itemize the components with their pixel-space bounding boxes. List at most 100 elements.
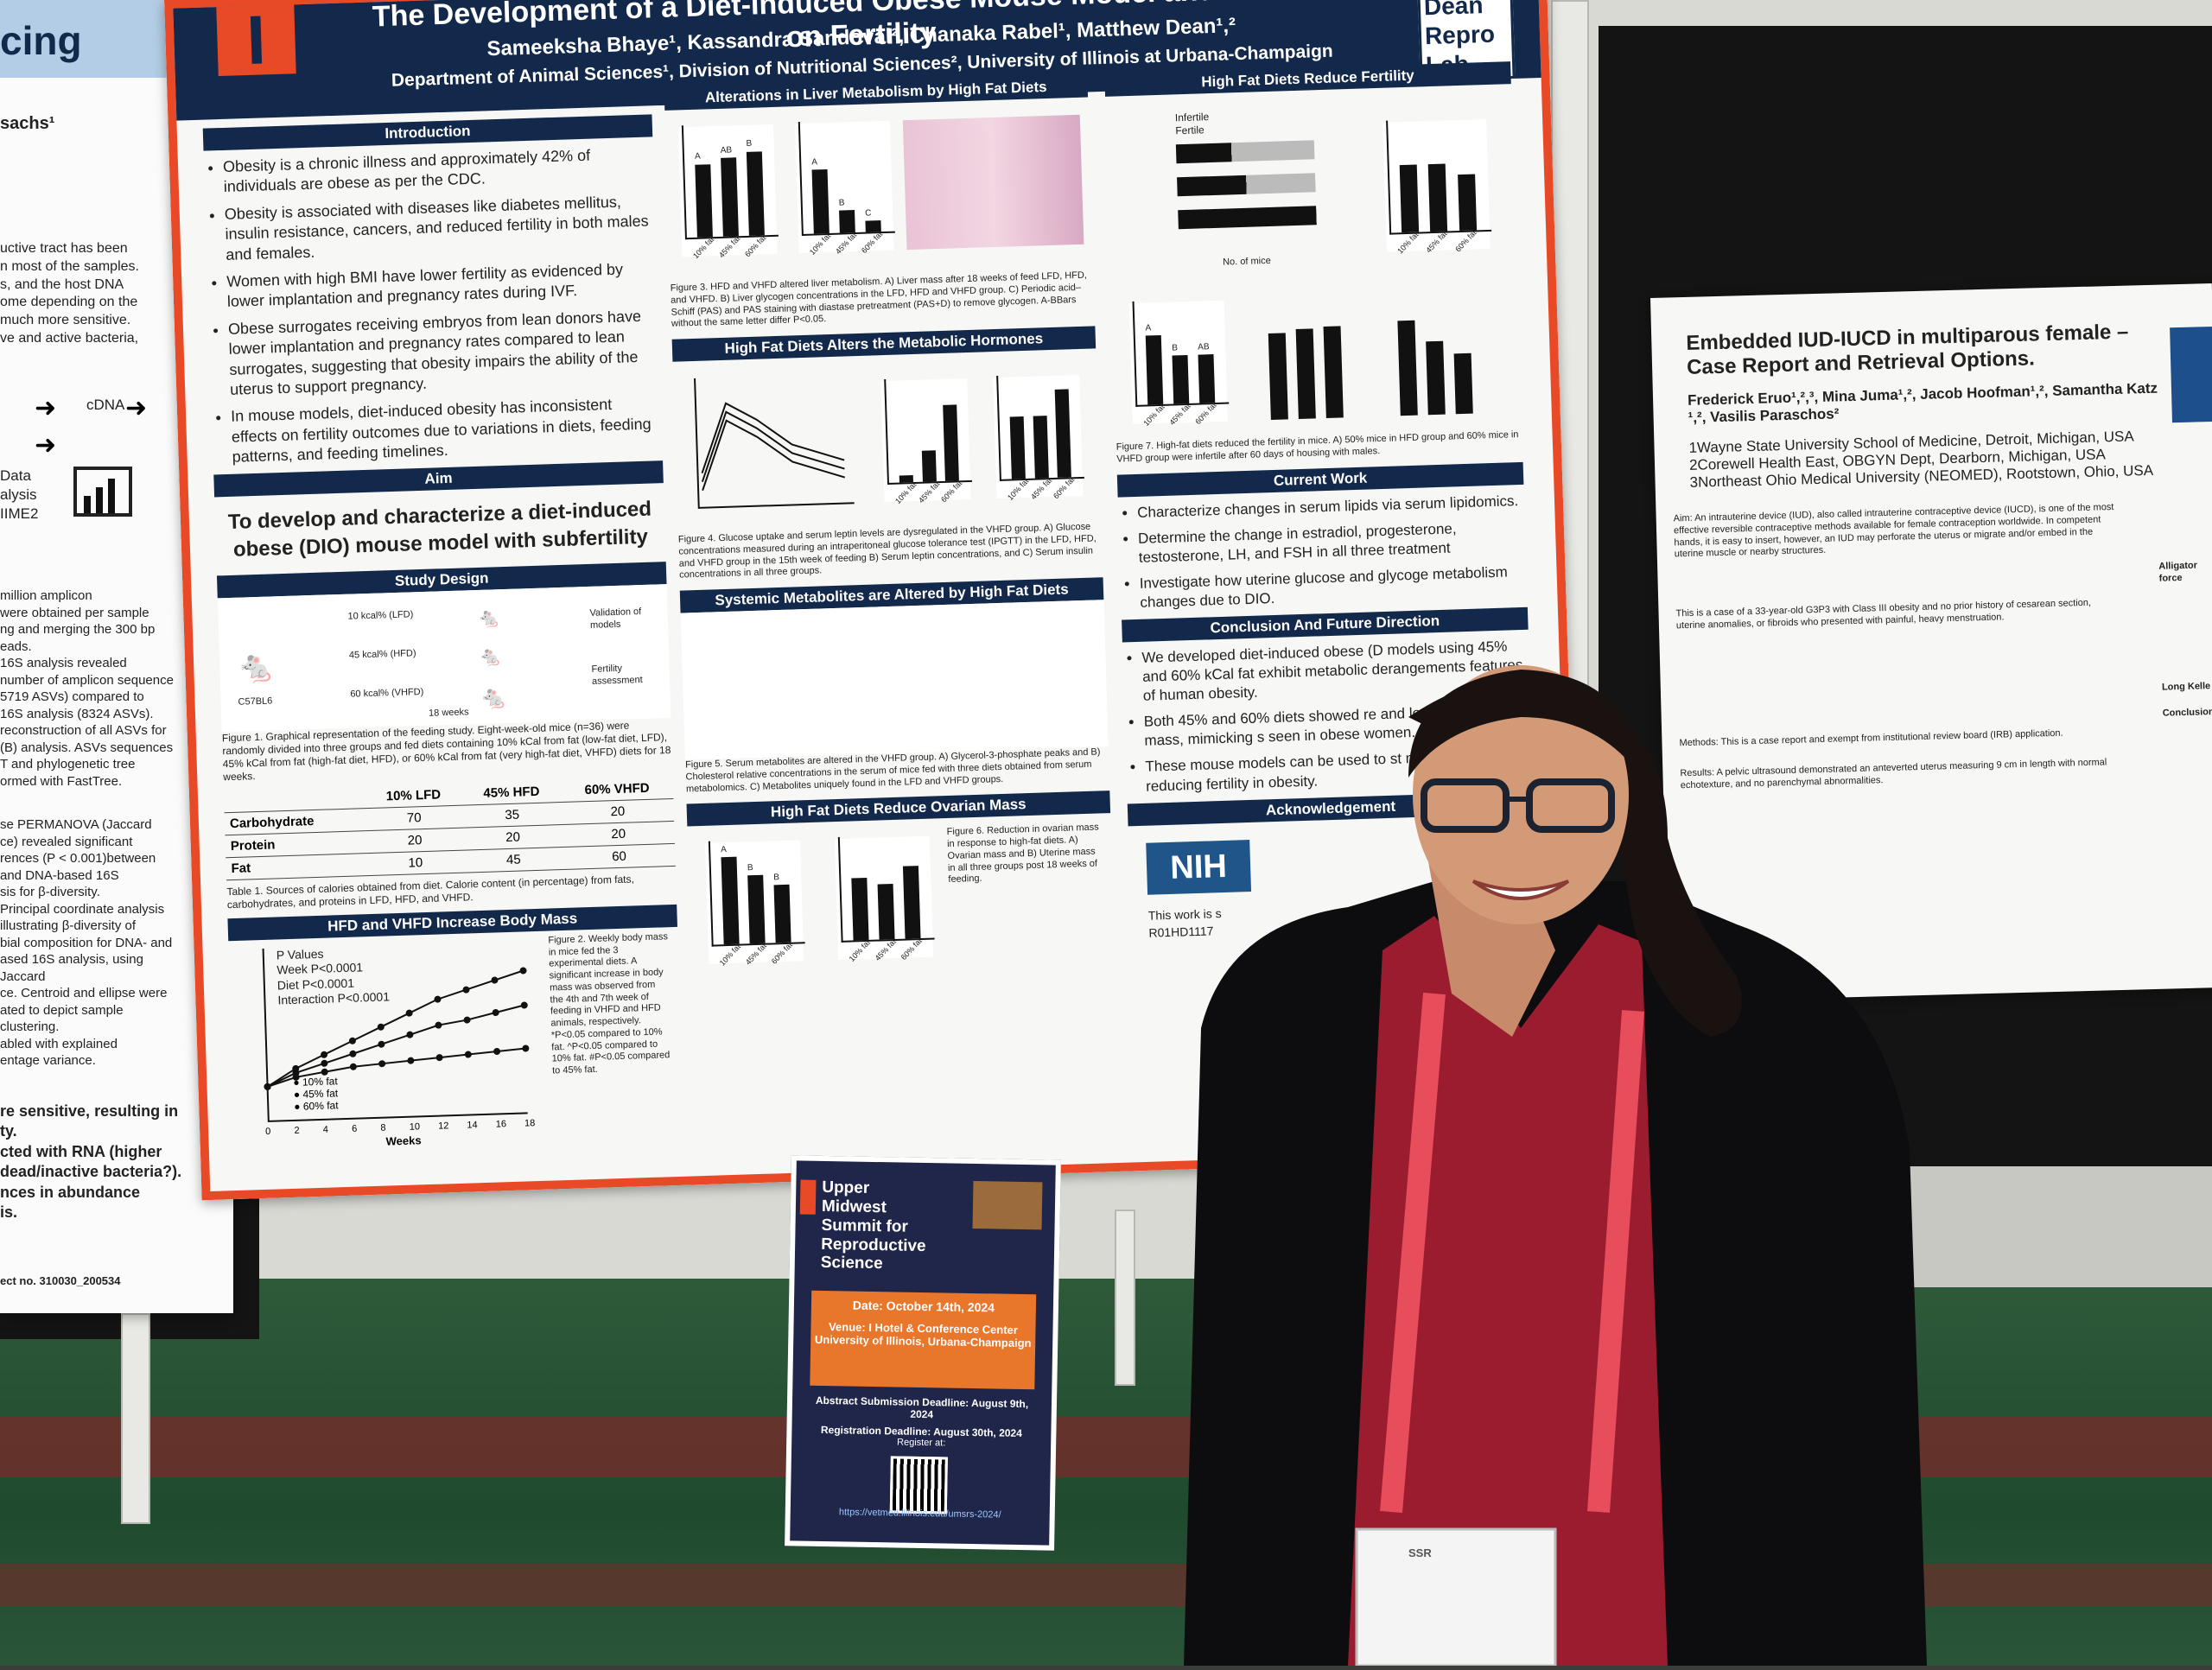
tick-label: 10% fat <box>1141 402 1166 428</box>
tick-label: 60% fat <box>743 233 768 259</box>
chart-bar <box>839 210 855 233</box>
text-line: ased 16S analysis, using Jaccard <box>0 952 143 984</box>
data-point <box>493 1047 501 1055</box>
bar-annotation: B <box>773 872 780 882</box>
illinois-logo <box>799 1179 817 1215</box>
tick-label: 10% fat <box>807 231 833 257</box>
mouse-icon: 🐁 <box>477 606 502 629</box>
data-point <box>463 1016 471 1024</box>
text-line: ated to depict sample clustering. <box>0 1002 124 1035</box>
series-line <box>701 410 845 483</box>
qr-code <box>889 1456 948 1514</box>
chart-axis: 10% fat 45% fat 60% fat <box>884 376 972 505</box>
left-poster-author: sachs¹ <box>0 114 55 133</box>
conclusion-heading: Conclusion And Future Direction <box>1122 606 1529 643</box>
figure2-caption: Figure 2. Weekly body mass in mice fed t… <box>548 931 671 1076</box>
data-point <box>321 1051 328 1058</box>
fetal-mass-chart: A 10% fat B 45% fat AB 60% fat <box>1128 298 1230 428</box>
bullet-item: Investigate how uterine glucose and glyc… <box>1139 562 1527 613</box>
main-poster: I The Development of a Diet-Induced Obes… <box>164 0 1584 1201</box>
text-line: abled with explained <box>0 1036 118 1051</box>
left-poster-footer: ect no. 310030_200534 <box>0 1274 121 1287</box>
tick-label: 45% fat <box>916 479 941 505</box>
data-point <box>435 1021 442 1029</box>
tick-label: 10% fat <box>717 942 742 968</box>
tick-label: 2 <box>294 1126 299 1136</box>
data-point <box>464 1051 472 1058</box>
bar-annotation: AB <box>720 144 733 156</box>
bar-annotation: A <box>721 844 728 855</box>
table-cell: 20 <box>462 824 563 850</box>
bar-annotation: AB <box>1198 341 1210 352</box>
text-line: ve and active bacteria, <box>0 330 139 346</box>
text-line: number of amplicon sequence <box>0 672 174 688</box>
aim-text: To develop and characterize a diet-induc… <box>227 498 652 562</box>
chart-axis <box>694 378 855 509</box>
column-middle: Alterations in Liver Metabolism by High … <box>664 74 1116 990</box>
table-cell: 10 <box>366 849 465 876</box>
conference-logo <box>2170 326 2212 423</box>
chart-bar <box>943 404 960 481</box>
text-line: ng and merging the 300 bp <box>0 622 156 637</box>
body-mass-figure: ● 10% fat ● 45% fat ● 60% fat 0 2 4 6 8 10 12 14 16… <box>228 927 684 1157</box>
table-cell: 20 <box>561 798 675 825</box>
data-point <box>434 995 442 1003</box>
bullet-item: In mouse models, diet-induced obesity ha… <box>231 393 663 467</box>
chart-axis: 10% fat 45% fat 60% fat <box>1386 117 1492 255</box>
bar-annotation: B <box>1172 342 1179 353</box>
flyer-date-block: Date: October 14th, 2024 Venue: I Hotel … <box>810 1290 1037 1390</box>
bar-annotation: B <box>838 197 845 208</box>
data-point <box>492 1008 499 1016</box>
serum-insulin-chart: 10% fat 45% fat 60% fat <box>993 372 1084 502</box>
ovarian-figure: A 10% fat B 45% fat B 60% fat 10% fat 45% fat 6… <box>687 813 1116 990</box>
table-header-cell: 45% HFD <box>461 779 562 805</box>
tick-label: 45% fat <box>833 230 859 256</box>
flyer-title: Upper Midwest Summit for Reproductive Sc… <box>820 1178 926 1273</box>
text-line: reconstruction of all ASVs for <box>0 723 167 738</box>
series-line <box>267 1004 524 1088</box>
data-point <box>520 1001 528 1009</box>
text-line: were obtained per sample <box>0 605 149 620</box>
tick-label: 45% fat <box>1028 475 1053 501</box>
text-line: and DNA-based 16S <box>0 867 119 883</box>
chart-axis: 10% fat 45% fat 60% fat <box>837 834 935 963</box>
data-point <box>519 967 527 975</box>
case-report-affiliations: 1Wayne State University School of Medici… <box>1688 428 2154 491</box>
text-line: ce. Centroid and ellipse were <box>0 986 168 1000</box>
tick-label: 16 <box>496 1119 507 1129</box>
chart-bar <box>1009 416 1026 479</box>
arrow-right-icon: ➜ <box>125 394 148 422</box>
data-point <box>491 976 499 984</box>
case-report-case: This is a case of a 33-year-old G3P3 wit… <box>1675 597 2092 632</box>
tick-label: 45% fat <box>1424 229 1449 255</box>
liver-glycogen-chart: A 10% fat B 45% fat C 60% fat <box>794 118 895 257</box>
data-point <box>405 1009 413 1017</box>
fertility-legend: Infertile Fertile <box>1175 111 1210 137</box>
tick-label: 8 <box>380 1122 385 1133</box>
text-line: million amplicon <box>0 588 92 603</box>
tick-label: 10% fat <box>1006 476 1031 502</box>
chart-axis: 10% fat 45% fat 60% fat <box>996 372 1084 502</box>
introduction-list: Obesity is a chronic illness and approxi… <box>204 143 663 468</box>
chart-bar <box>746 150 765 236</box>
text-line: much more sensitive. <box>0 313 131 328</box>
summit-flyer: Upper Midwest Summit for Reproductive Sc… <box>785 1155 1061 1551</box>
liver-mass-chart: A 10% fat AB 45% fat B 60% fat <box>677 122 779 260</box>
text-line: ormed with FastTree. <box>0 773 123 789</box>
text-line: Data <box>0 467 31 484</box>
table-cell: 20 <box>365 827 464 854</box>
glucose-tolerance-chart <box>694 378 855 509</box>
text-line: (B) analysis. ASVs sequences <box>0 740 174 755</box>
metabolites-figure <box>680 600 1109 760</box>
current-work-heading: Current Work <box>1116 461 1524 498</box>
bar-annotation: A <box>1145 322 1152 333</box>
case-report-aim: Aim: An intrauterine device (IUD), also … <box>1673 502 2114 560</box>
tick-label: 12 <box>438 1121 449 1131</box>
table-cell: 35 <box>461 802 563 828</box>
column-left: Introduction Obesity is a chronic illnes… <box>202 114 684 1157</box>
chart-bar <box>1054 389 1072 478</box>
chart-axis <box>262 948 528 1122</box>
table-header-cell: 10% LFD <box>364 783 462 809</box>
data-point <box>321 1068 328 1076</box>
uterine-mass-chart: 10% fat 45% fat 60% fat <box>834 834 935 963</box>
